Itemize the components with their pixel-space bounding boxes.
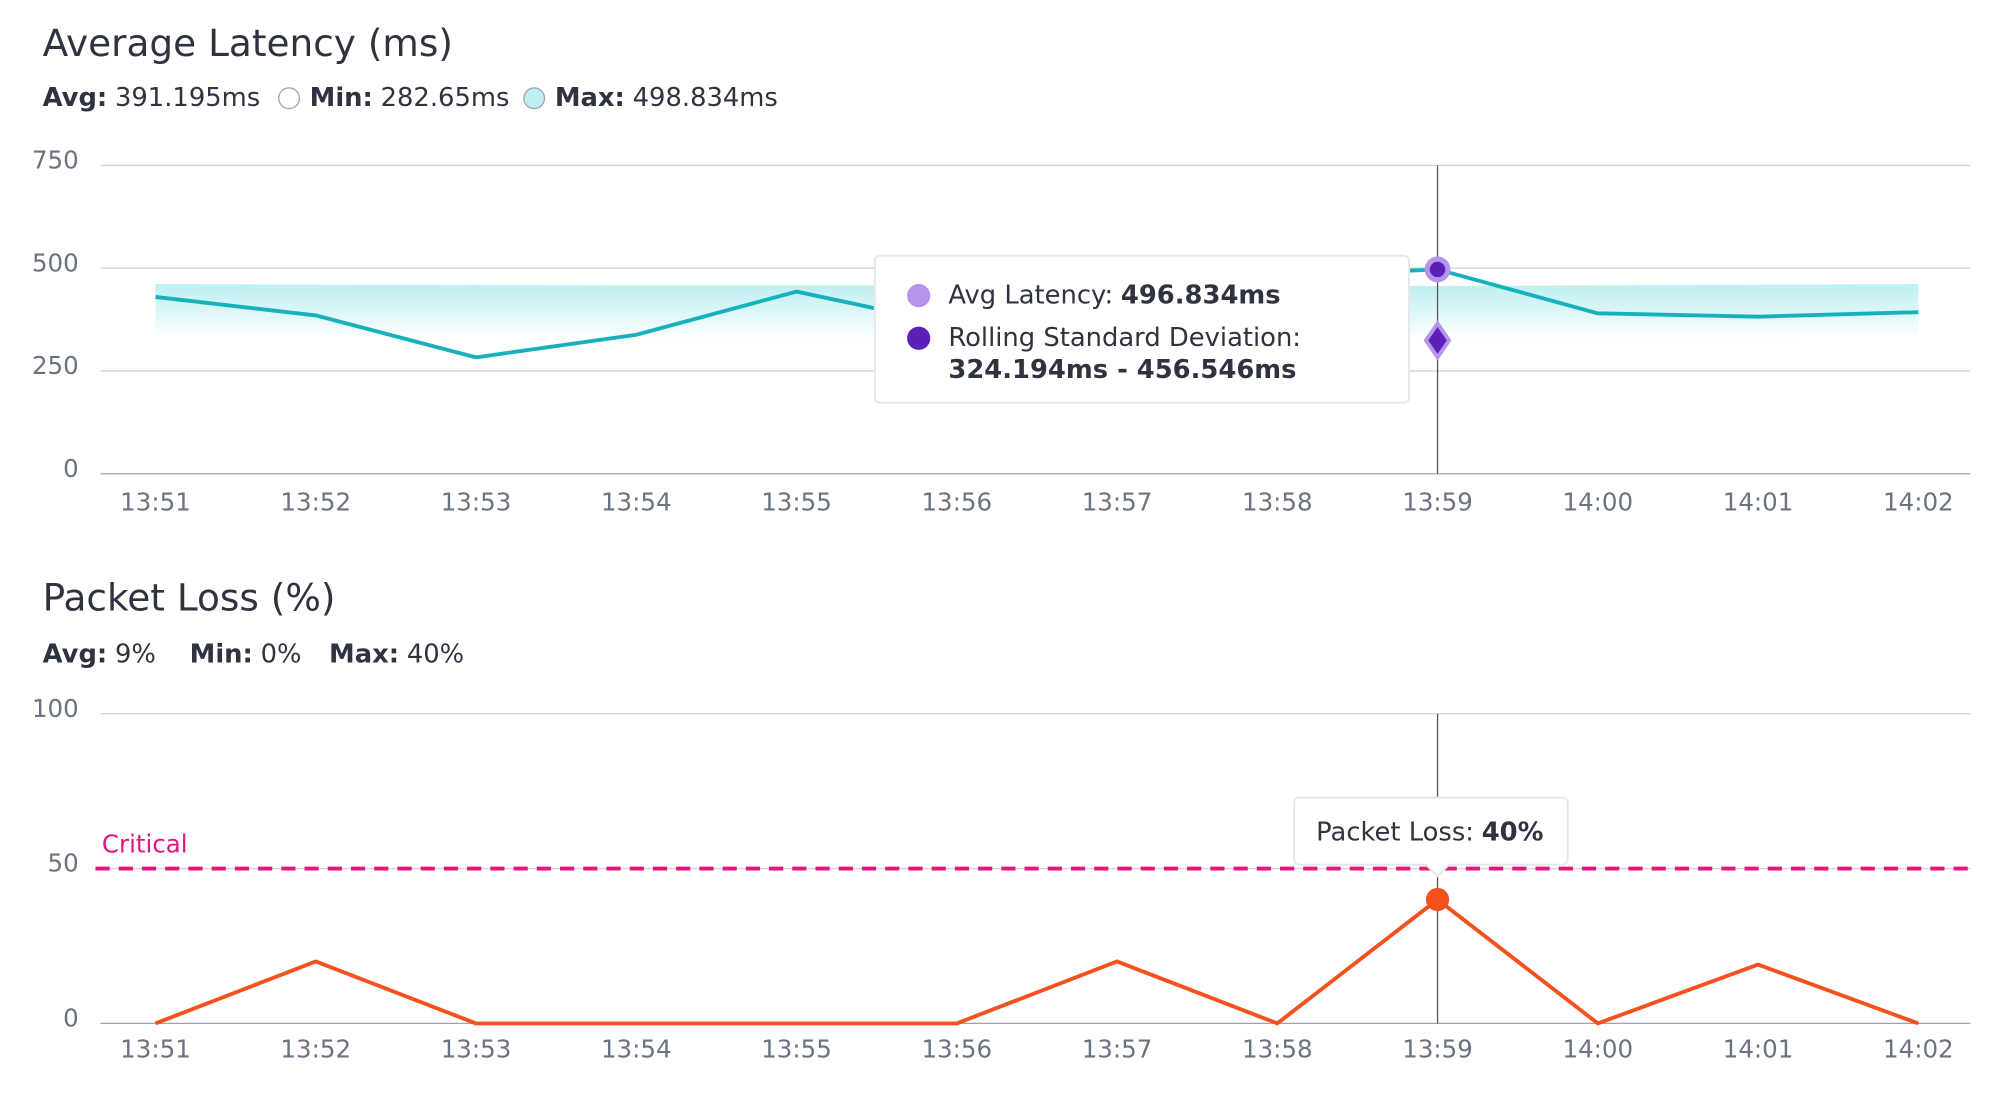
stat: Avg: 9% [43,639,156,669]
x-tick-label: 13:58 [1242,487,1313,516]
tooltip-label: Packet Loss: [1316,817,1474,847]
stat-label: Min: [190,639,253,669]
tooltip-value: 40% [1482,817,1544,847]
x-tick-label: 13:58 [1242,1035,1313,1064]
hover-point [1425,887,1450,912]
tooltip-marker [907,284,931,308]
stat-label: Max: [329,639,399,669]
stat-label: Min: [310,83,373,113]
y-tick-label: 250 [32,351,79,380]
x-tick-label: 13:54 [601,487,672,516]
x-tick-label: 14:00 [1563,1035,1634,1064]
stat: Max: 40% [329,639,464,669]
stat-label: Max: [555,83,625,113]
tooltip-label: Avg Latency: [948,280,1113,310]
tooltip-marker [907,326,931,350]
chart-title: Packet Loss (%) [43,576,336,620]
line [154,897,1919,1026]
y-tick-label: 100 [32,694,79,723]
x-tick-label: 13:51 [120,1035,191,1064]
tooltip-value: 324.194ms - 456.546ms [948,355,1296,385]
tooltip-text: Avg Latency: 496.834ms [948,280,1280,310]
stat: Min: 0% [190,639,302,669]
x-tick-label: 13:52 [280,1035,351,1064]
x-tick-label: 13:57 [1082,1035,1153,1064]
x-tick-label: 13:54 [601,1035,672,1064]
tooltip [873,254,1410,404]
stat-value: 498.834ms [633,83,778,113]
x-tick-label: 13:56 [921,487,992,516]
y-tick-label: 0 [63,454,79,483]
x-tick-label: 14:01 [1723,1035,1794,1064]
x-tick-label: 13:52 [280,487,351,516]
x-tick-label: 14:00 [1563,487,1634,516]
stat-value: 9% [115,639,156,669]
y-tick-label: 750 [32,145,79,174]
stat: Avg: 391.195ms [43,83,261,113]
x-tick-label: 13:51 [120,487,191,516]
stat-label: Avg: [43,639,108,669]
x-tick-label: 13:56 [921,1035,992,1064]
tooltip-text: Rolling Standard Deviation: [948,323,1301,353]
x-tick-label: 13:55 [761,1035,832,1064]
tooltip [1293,796,1569,878]
x-tick-label: 13:53 [441,487,512,516]
x-tick-label: 13:55 [761,487,832,516]
tooltip-label: Rolling Standard Deviation: [948,323,1301,353]
tooltip-value: 496.834ms [1121,280,1281,310]
x-tick-label: 14:02 [1883,1035,1954,1064]
tooltip-text: Packet Loss: 40% [1316,817,1544,847]
stat: Max: 498.834ms [555,83,778,113]
stat: Min: 282.65ms [310,83,510,113]
stat-value: 282.65ms [381,83,510,113]
stat-value: 0% [261,639,302,669]
x-tick-label: 13:59 [1402,1035,1473,1064]
y-tick-label: 50 [48,849,79,878]
stat-value: 391.195ms [115,83,260,113]
stat-label: Avg: [43,83,108,113]
x-tick-label: 13:53 [441,1035,512,1064]
legend-marker [523,87,546,110]
chart-title: Average Latency (ms) [43,21,453,65]
x-tick-label: 13:59 [1402,487,1473,516]
y-tick-label: 500 [32,248,79,277]
stat-value: 40% [407,639,464,669]
hover-diamond [1423,320,1452,361]
x-tick-label: 14:01 [1723,487,1794,516]
x-tick-label: 13:57 [1082,487,1153,516]
y-tick-label: 0 [63,1004,79,1033]
legend-marker [278,87,300,110]
hover-point-inner [1429,261,1446,278]
threshold-label: Critical [102,829,188,858]
x-tick-label: 14:02 [1883,487,1954,516]
